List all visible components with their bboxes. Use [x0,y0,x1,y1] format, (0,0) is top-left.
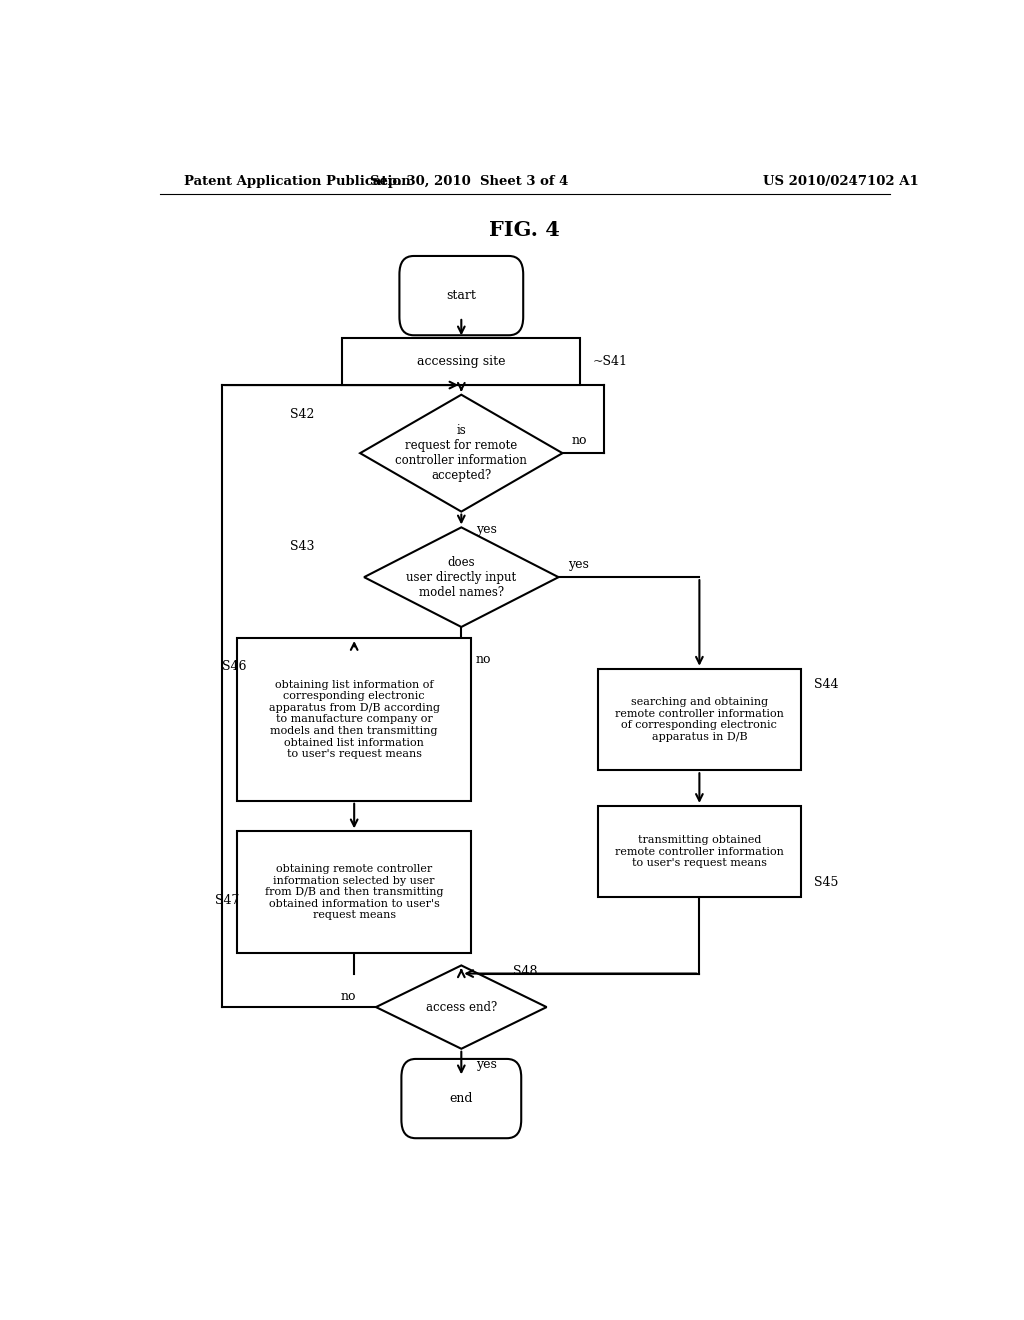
Text: obtaining list information of
corresponding electronic
apparatus from D/B accord: obtaining list information of correspond… [268,680,439,759]
Bar [598,805,801,898]
FancyBboxPatch shape [401,1059,521,1138]
Text: S42: S42 [290,408,314,421]
Text: end: end [450,1092,473,1105]
Bar [342,338,581,385]
Text: US 2010/0247102 A1: US 2010/0247102 A1 [763,176,919,189]
Text: searching and obtaining
remote controller information
of corresponding electroni: searching and obtaining remote controlle… [615,697,783,742]
Text: no: no [341,990,356,1003]
Text: does
user directly input
model names?: does user directly input model names? [407,556,516,599]
Text: start: start [446,289,476,302]
Text: no: no [475,653,492,667]
Bar [238,832,471,953]
Bar [238,638,471,801]
Text: access end?: access end? [426,1001,497,1014]
Text: FIG. 4: FIG. 4 [489,219,560,239]
Text: obtaining remote controller
information selected by user
from D/B and then trans: obtaining remote controller information … [265,865,443,920]
Bar [598,669,801,771]
Text: is
request for remote
controller information
accepted?: is request for remote controller informa… [395,424,527,482]
Polygon shape [376,965,547,1049]
Text: S47: S47 [215,894,240,907]
Text: no: no [572,434,588,447]
Text: yes: yes [568,558,589,572]
Text: yes: yes [475,524,497,536]
FancyBboxPatch shape [399,256,523,335]
Text: yes: yes [475,1057,497,1071]
Text: accessing site: accessing site [417,355,506,368]
Text: S45: S45 [814,875,839,888]
Text: S44: S44 [814,678,839,692]
Polygon shape [365,528,558,627]
Text: S46: S46 [221,660,246,673]
Text: Patent Application Publication: Patent Application Publication [183,176,411,189]
Polygon shape [360,395,562,512]
Text: S43: S43 [290,540,314,553]
Text: ~S41: ~S41 [592,355,628,368]
Text: Sep. 30, 2010  Sheet 3 of 4: Sep. 30, 2010 Sheet 3 of 4 [370,176,568,189]
Text: transmitting obtained
remote controller information
to user's request means: transmitting obtained remote controller … [615,836,783,869]
Text: S48: S48 [513,965,538,978]
